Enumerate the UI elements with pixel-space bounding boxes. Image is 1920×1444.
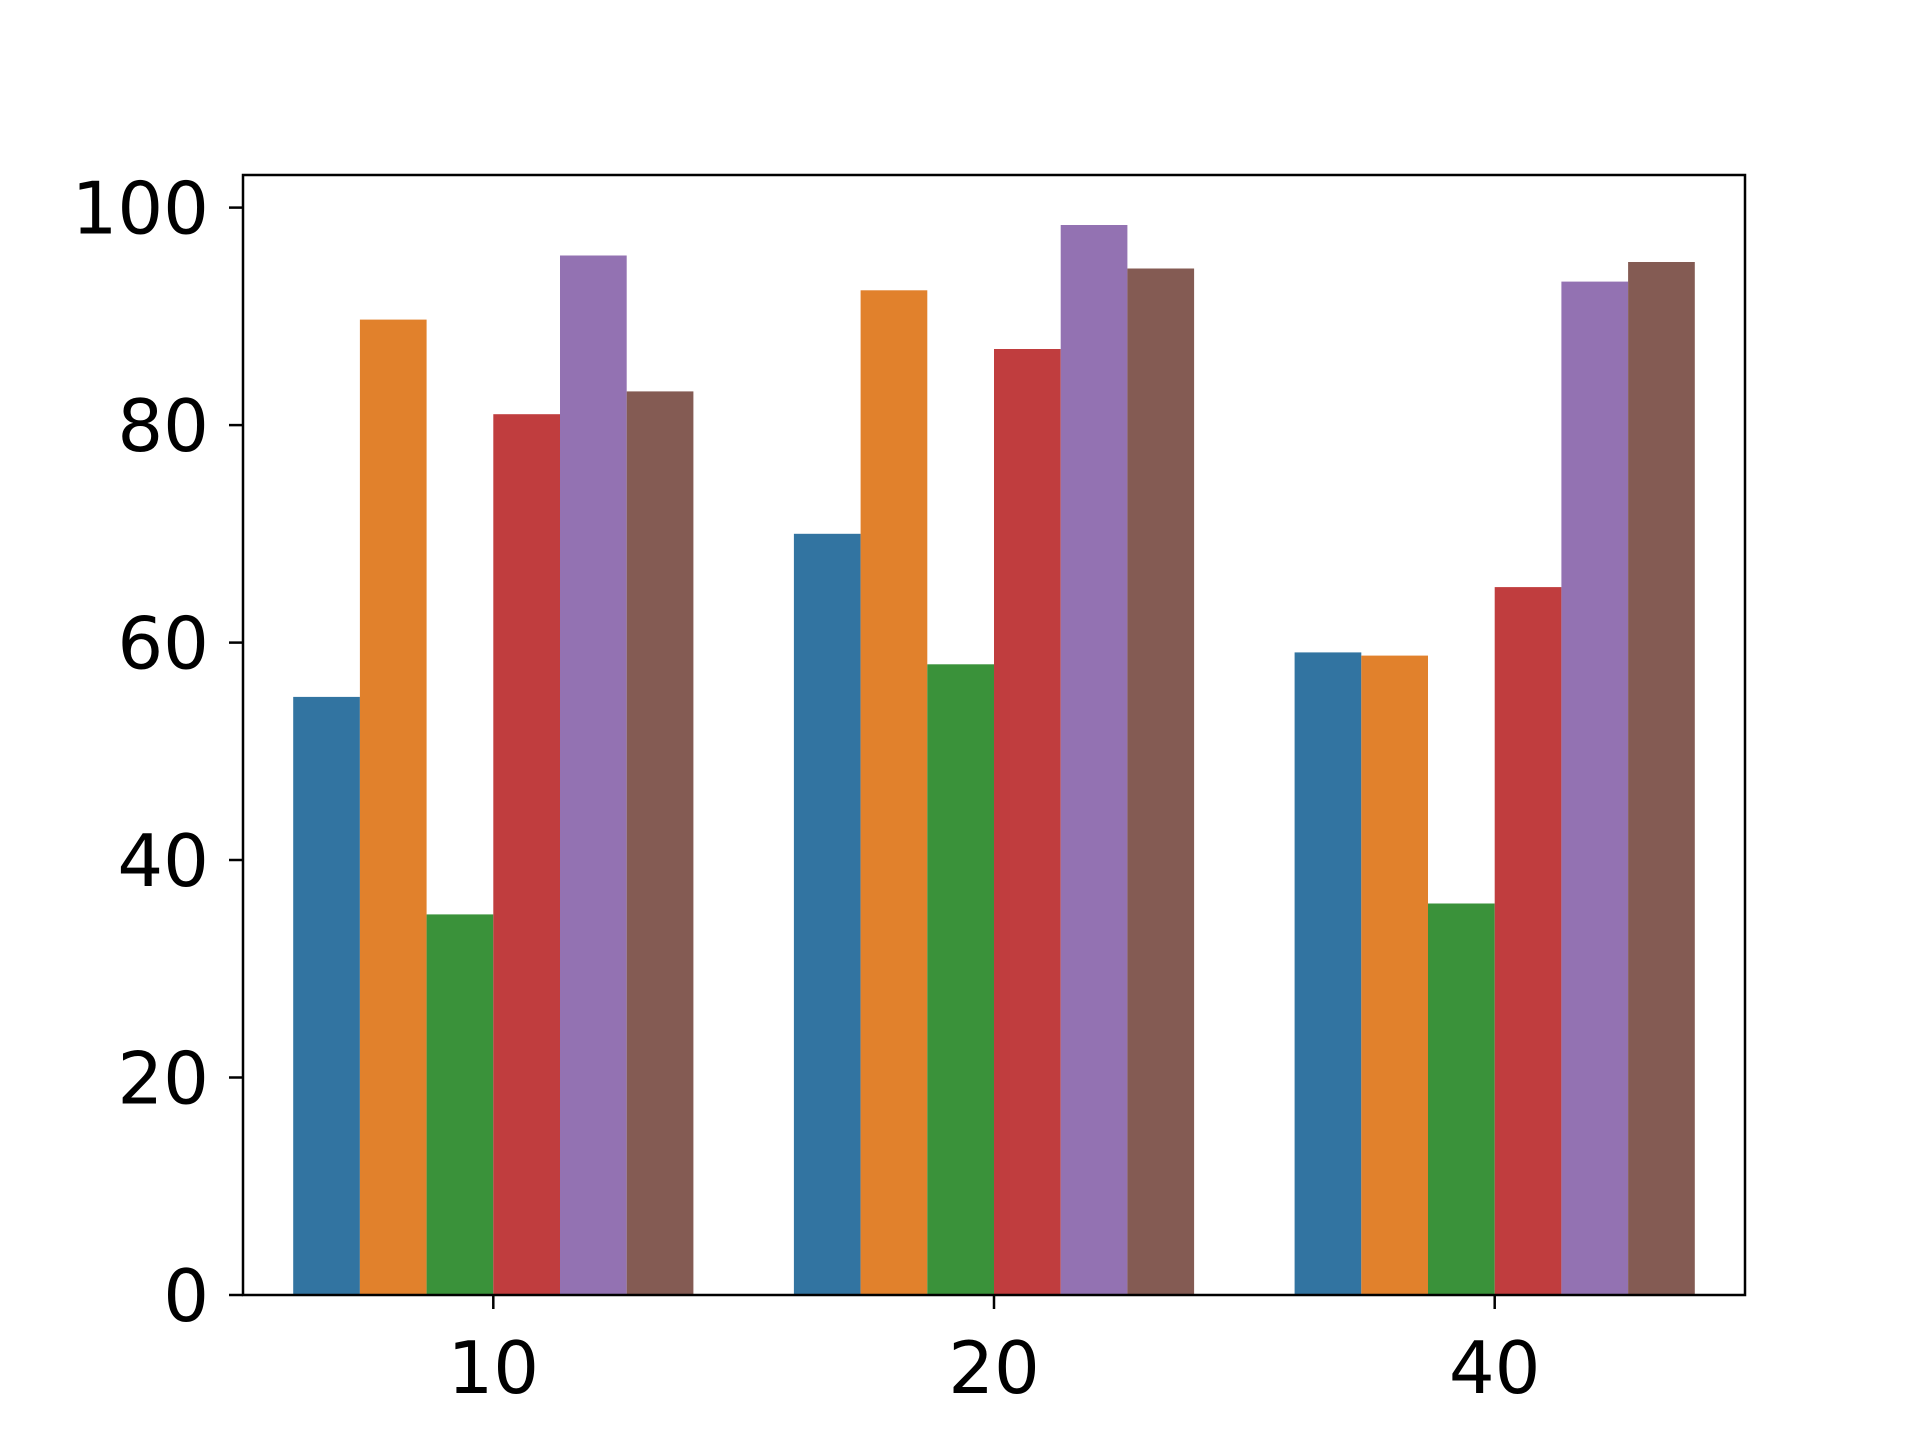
x-tick-label-10: 10 <box>447 1326 539 1410</box>
bar-10-series-1 <box>293 696 360 1295</box>
y-tick-label-20: 20 <box>117 1037 209 1121</box>
y-tick-label-100: 100 <box>72 167 209 251</box>
bar-40-series-5 <box>1561 281 1629 1296</box>
bar-20-series-4 <box>994 349 1061 1295</box>
bar-10-series-2 <box>359 319 427 1296</box>
bar-40-series-4 <box>1494 587 1562 1295</box>
bar-10-series-6 <box>626 391 694 1295</box>
bar-20-series-5 <box>1060 225 1128 1295</box>
bar-40-series-3 <box>1428 903 1495 1295</box>
y-tick-label-0: 0 <box>163 1254 209 1338</box>
y-tick-label-40: 40 <box>117 819 209 903</box>
x-tick-label-40: 40 <box>1449 1326 1541 1410</box>
y-tick-label-60: 60 <box>117 602 209 686</box>
bar-10-series-5 <box>560 255 627 1295</box>
bar-20-series-6 <box>1127 268 1195 1295</box>
bar-10-series-4 <box>493 414 560 1295</box>
plot-frame <box>241 173 1747 1297</box>
bar-10-series-3 <box>426 914 494 1295</box>
bar-20-series-2 <box>860 290 928 1295</box>
ticks-layer: 10 20 40 0 20 40 60 80 100 <box>72 167 1541 1410</box>
bars-layer <box>293 225 1695 1296</box>
bar-40-series-1 <box>1294 652 1362 1295</box>
bar-40-series-2 <box>1361 655 1428 1295</box>
bar-20-series-1 <box>793 533 861 1295</box>
bar-20-series-3 <box>927 664 994 1295</box>
bar-40-series-6 <box>1628 262 1695 1295</box>
y-tick-label-80: 80 <box>117 384 209 468</box>
x-tick-label-20: 20 <box>948 1326 1040 1410</box>
